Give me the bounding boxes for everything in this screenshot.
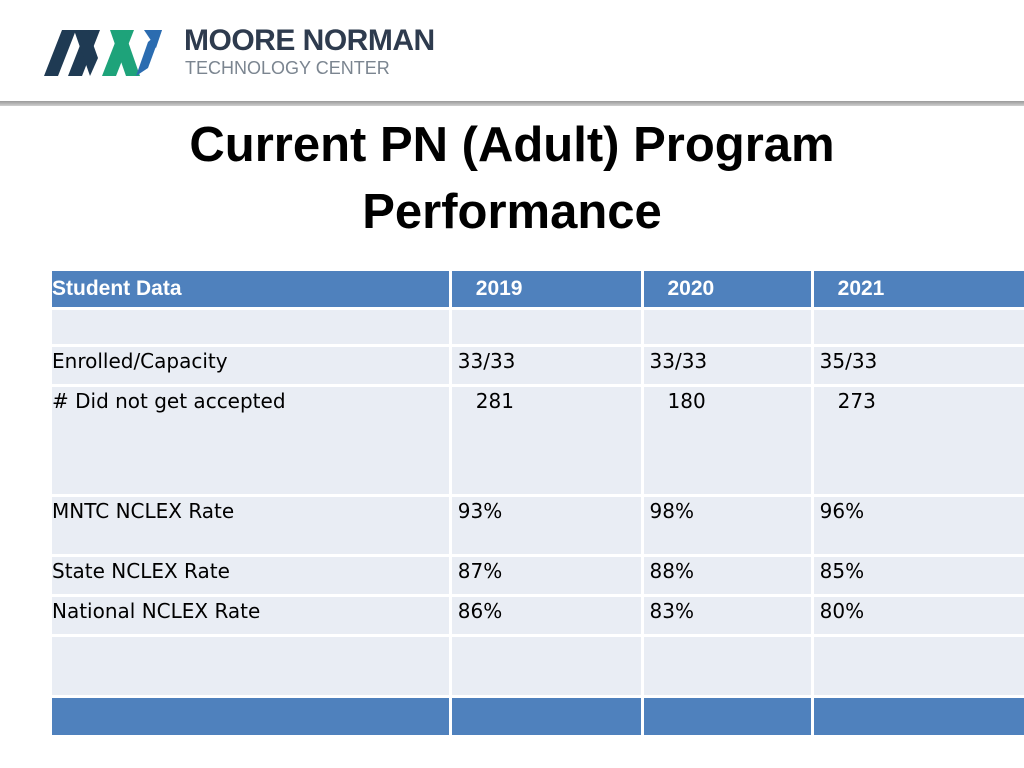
- cell-2019: 33/33: [451, 347, 641, 384]
- footer-cell: [451, 698, 641, 735]
- cell-2020: 33/33: [643, 347, 811, 384]
- slide-header: MOORE NORMAN TECHNOLOGY CENTER: [0, 0, 1024, 103]
- cell-2021: 96%: [813, 497, 1024, 554]
- title-line-1: Current PN (Adult) Program: [189, 118, 835, 172]
- cell-2021: 273: [813, 387, 1024, 494]
- table-row: Enrolled/Capacity 33/33 33/33 35/33: [52, 347, 1024, 384]
- slide-title: Current PN (Adult) Program Performance: [100, 112, 924, 246]
- cell-2021: 85%: [813, 557, 1024, 594]
- table-row: # Did not get accepted 281 180 273: [52, 387, 1024, 494]
- cell-2020: 83%: [643, 597, 811, 634]
- header-2019: 2019: [451, 271, 641, 307]
- cell-2019: [451, 637, 641, 695]
- table-header-row: Student Data 2019 2020 2021: [52, 271, 1024, 307]
- cell-2020: 88%: [643, 557, 811, 594]
- student-data-table: Student Data 2019 2020 2021 Enrolled/Cap…: [49, 268, 1024, 738]
- row-label: # Did not get accepted: [52, 387, 449, 494]
- row-label: MNTC NCLEX Rate: [52, 497, 449, 554]
- mn-logo-icon: [44, 30, 162, 76]
- table-row: State NCLEX Rate 87% 88% 85%: [52, 557, 1024, 594]
- cell-2019: [451, 310, 641, 344]
- row-label: [52, 637, 449, 695]
- cell-2020: [643, 637, 811, 695]
- row-label: [52, 310, 449, 344]
- footer-cell: [643, 698, 811, 735]
- logo-wordmark: MOORE NORMAN: [184, 24, 435, 57]
- footer-cell: [813, 698, 1024, 735]
- title-line-2: Performance: [362, 185, 662, 239]
- row-label: National NCLEX Rate: [52, 597, 449, 634]
- cell-2019: 93%: [451, 497, 641, 554]
- row-label: State NCLEX Rate: [52, 557, 449, 594]
- cell-2021: 80%: [813, 597, 1024, 634]
- cell-2020: [643, 310, 811, 344]
- logo-subtitle: TECHNOLOGY CENTER: [185, 58, 390, 78]
- header-2021: 2021: [813, 271, 1024, 307]
- cell-2021: [813, 637, 1024, 695]
- footer-cell: [52, 698, 449, 735]
- header-divider: [0, 101, 1024, 106]
- header-2020: 2020: [643, 271, 811, 307]
- cell-2019: 87%: [451, 557, 641, 594]
- table-row: National NCLEX Rate 86% 83% 80%: [52, 597, 1024, 634]
- row-label: Enrolled/Capacity: [52, 347, 449, 384]
- table-row: [52, 310, 1024, 344]
- cell-2020: 180: [643, 387, 811, 494]
- cell-2019: 281: [451, 387, 641, 494]
- table-row: [52, 637, 1024, 695]
- table-footer-row: [52, 698, 1024, 735]
- table-row: MNTC NCLEX Rate 93% 98% 96%: [52, 497, 1024, 554]
- cell-2021: [813, 310, 1024, 344]
- cell-2019: 86%: [451, 597, 641, 634]
- header-student-data: Student Data: [52, 271, 449, 307]
- cell-2021: 35/33: [813, 347, 1024, 384]
- cell-2020: 98%: [643, 497, 811, 554]
